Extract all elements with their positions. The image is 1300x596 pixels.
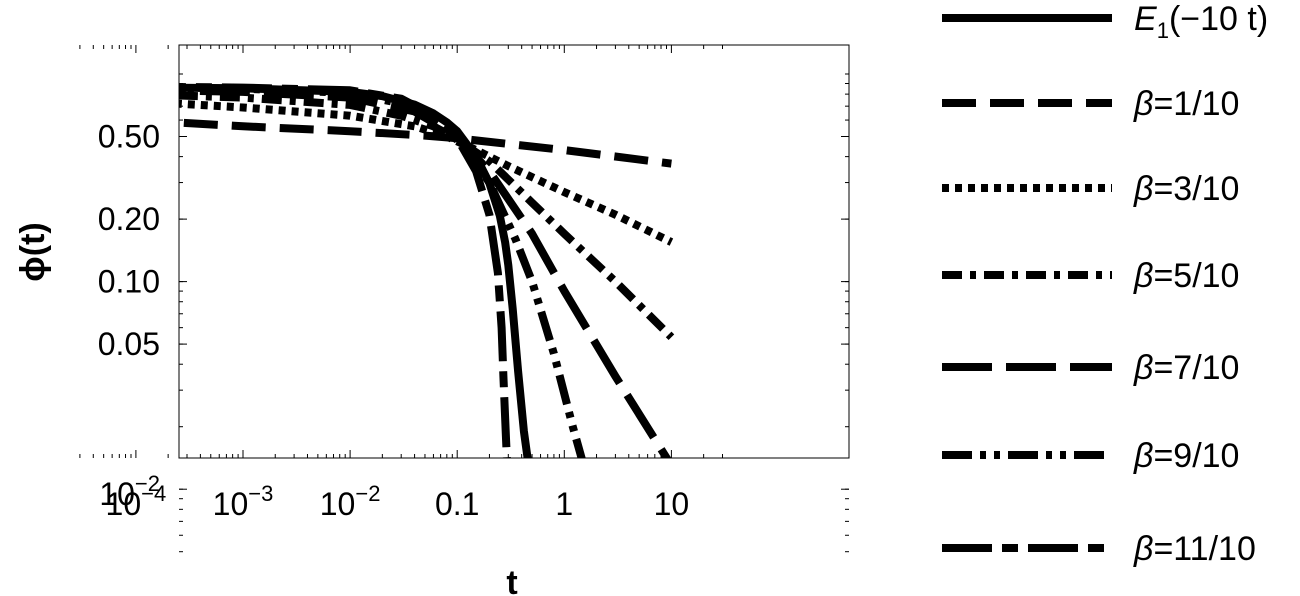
legend-label-b01: β=1/10 [1133, 85, 1239, 123]
y-tick-label: 0.10 [98, 264, 160, 300]
legend-label-b09: β=9/10 [1133, 437, 1239, 475]
series-line-b09 [179, 84, 586, 458]
x-tick-label: 10−4 [106, 481, 167, 522]
legend-label-b05: β=5/10 [1133, 257, 1239, 295]
legend-label-e1: E1(−10 t) [1134, 0, 1268, 43]
y-tick-label: 0.20 [98, 201, 160, 237]
x-tick-label: 1 [555, 486, 573, 522]
x-tick-label: 0.1 [435, 486, 479, 522]
legend-label-b03: β=3/10 [1133, 170, 1239, 208]
x-tick-label: 10−3 [213, 481, 274, 522]
x-tick-label: 10−2 [320, 481, 381, 522]
legend-label-b07: β=7/10 [1133, 349, 1239, 387]
series-line-b11 [179, 83, 511, 458]
axis-ticks [79, 45, 849, 553]
series-layer [179, 83, 675, 458]
legend-label-b11: β=11/10 [1133, 530, 1256, 568]
series-line-b01 [179, 118, 672, 168]
plot-frame [178, 44, 850, 459]
y-axis-label: ϕ(t) [14, 222, 52, 281]
tick-labels: 10−4 10−3 10−2 0.1 1 10 0.50 0.20 0.10 0.05 10−2 [98, 119, 689, 523]
legend: E1(−10 t) β=1/10 β=3/10 β=5/10 β=7/10 β=9/10 β… [942, 0, 1268, 568]
y-tick-label: 10−2 [99, 471, 160, 512]
x-tick-label: 10 [654, 486, 690, 522]
y-tick-label: 0.05 [98, 326, 160, 362]
series-line-b07 [179, 86, 672, 458]
y-tick-label: 0.50 [98, 119, 160, 155]
x-axis-label: t [506, 564, 517, 596]
